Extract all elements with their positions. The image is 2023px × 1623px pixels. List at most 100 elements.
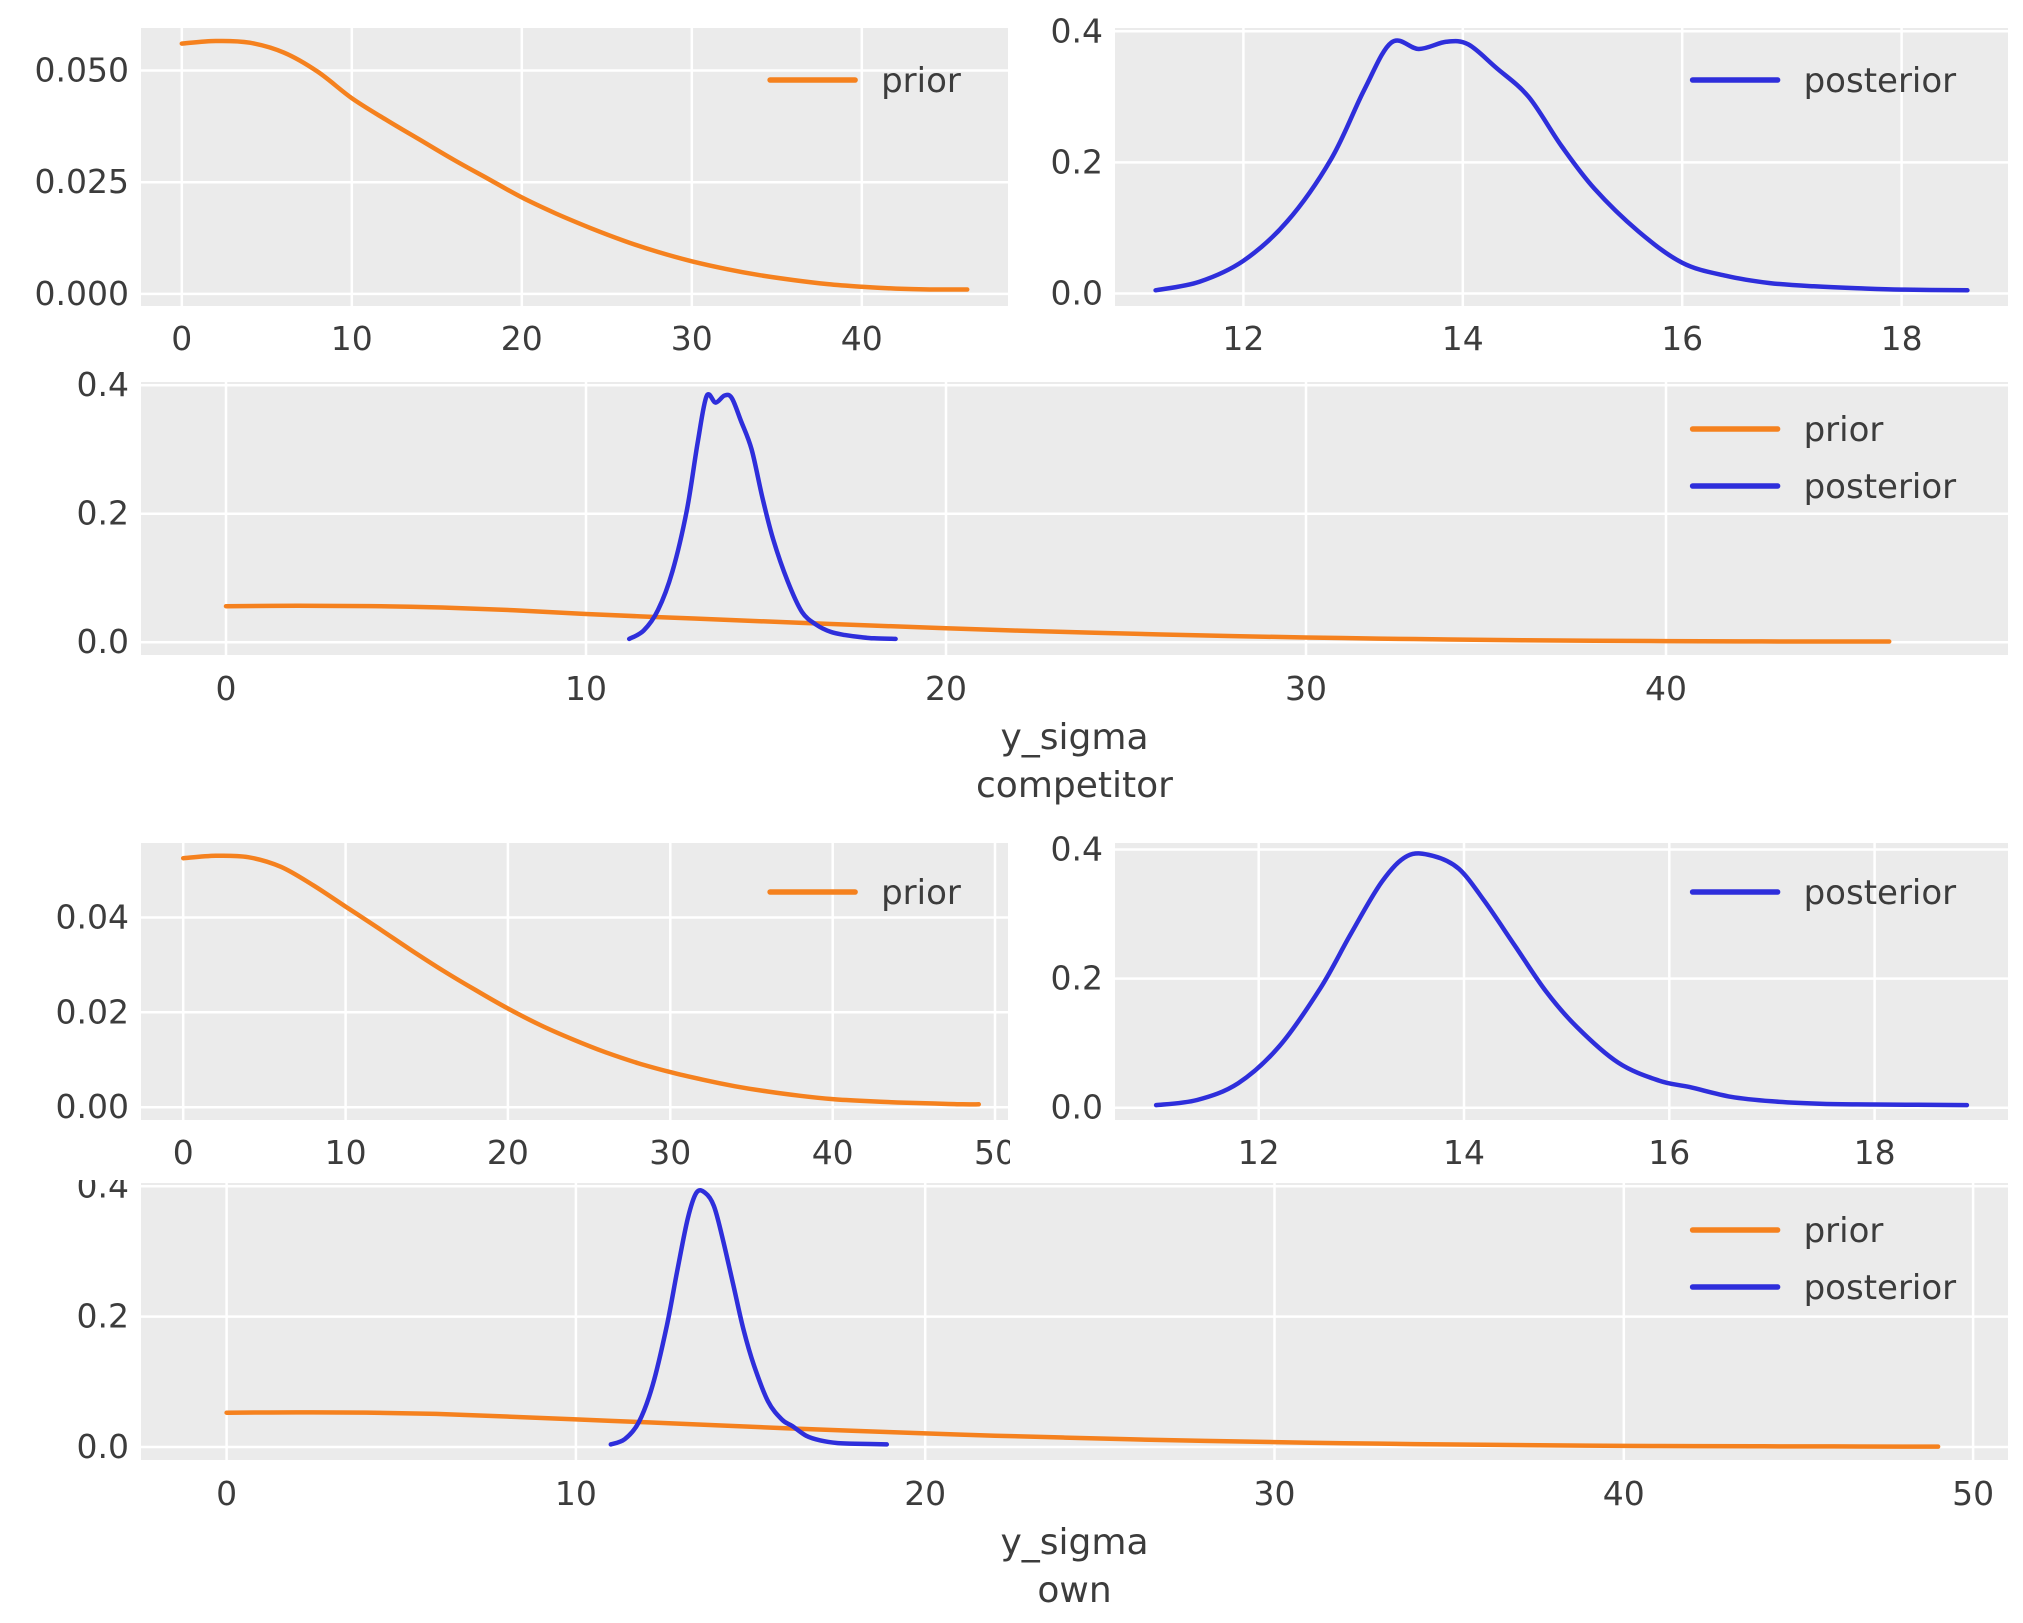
own-prior-svg: 0 10 20 30 40 50 0.00 0.02 0.04 prior (56, 843, 1010, 1173)
legend: prior posterior (1689, 1211, 1957, 1308)
x-tick-label: 14 (1443, 1133, 1485, 1172)
competitor-xaxis-label: y_sigma competitor (141, 714, 2008, 810)
x-tick-label: 10 (555, 1474, 597, 1513)
competitor-joint-chart: 0 10 20 30 40 0.0 0.2 0.4 prior posterior (0, 360, 2023, 810)
x-tick-label: 40 (1645, 669, 1687, 708)
competitor-joint-svg: 0 10 20 30 40 0.0 0.2 0.4 prior posterior (77, 365, 2008, 708)
panel-background (141, 382, 2008, 655)
legend: posterior (1689, 873, 1957, 913)
x-tick-label: 10 (325, 1133, 367, 1172)
x-tick-label: 50 (974, 1133, 1010, 1172)
y-tick-label: 0.4 (77, 1180, 129, 1205)
xaxis-label-line-1: y_sigma (1000, 1522, 1149, 1563)
legend-label-prior: prior (881, 873, 961, 913)
legend-label-posterior: posterior (1804, 467, 1957, 507)
density-curve-posterior (1153, 38, 1970, 293)
legend: prior (767, 873, 961, 913)
gridlines (141, 843, 1008, 1120)
tick-labels: 0 10 20 30 40 0.0 0.2 0.4 (77, 365, 1687, 708)
own-xaxis-label: y_sigma own (141, 1519, 2008, 1615)
y-tick-label: 0.4 (1051, 830, 1103, 869)
tick-labels: 0 10 20 30 40 50 0.0 0.2 0.4 (77, 1180, 1995, 1513)
legend-label-prior: prior (1804, 1211, 1884, 1251)
x-tick-label: 40 (1603, 1474, 1645, 1513)
gridlines (141, 28, 1008, 306)
x-tick-label: 0 (216, 1474, 237, 1513)
x-tick-label: 30 (649, 1133, 691, 1172)
x-tick-label: 30 (1254, 1474, 1296, 1513)
y-tick-label: 0.050 (35, 51, 129, 90)
x-tick-label: 30 (1285, 669, 1327, 708)
panel-background (141, 843, 1008, 1120)
tick-labels: 0 10 20 30 40 0.000 0.025 0.050 (35, 51, 883, 359)
y-tick-label: 0.02 (56, 992, 129, 1031)
density-curve-prior (180, 853, 982, 1107)
x-tick-label: 30 (671, 319, 713, 358)
competitor-prior-chart: 0 10 20 30 40 0.000 0.025 0.050 prior (0, 8, 1010, 360)
density-curve-posterior (1153, 851, 1970, 1108)
density-curve-posterior (608, 1188, 890, 1447)
tick-labels: 12 14 16 18 0.0 0.2 0.4 (1051, 830, 1896, 1173)
tick-labels: 12 14 16 18 0.0 0.2 0.4 (1051, 11, 1923, 358)
panel-background (141, 28, 1008, 306)
gridlines (1115, 28, 2008, 306)
xaxis-label-line-1: y_sigma (1000, 717, 1149, 758)
y-tick-label: 0.000 (35, 274, 129, 313)
x-tick-label: 0 (216, 669, 237, 708)
density-curve-posterior (626, 392, 898, 642)
y-tick-label: 0.2 (77, 494, 129, 533)
legend-label-prior: prior (881, 61, 961, 101)
x-tick-label: 10 (331, 319, 373, 358)
panel-background (141, 1183, 2008, 1460)
legend-label-posterior: posterior (1804, 873, 1957, 913)
x-tick-label: 16 (1648, 1133, 1690, 1172)
y-tick-label: 0.04 (56, 898, 129, 937)
gridlines (1115, 843, 2008, 1120)
y-tick-label: 0.4 (1051, 11, 1103, 50)
y-tick-label: 0.0 (77, 1427, 129, 1466)
xaxis-label-line-2: own (1037, 1570, 1112, 1611)
x-tick-label: 10 (565, 669, 607, 708)
x-tick-label: 20 (904, 1474, 946, 1513)
y-tick-label: 0.0 (1051, 274, 1103, 313)
x-tick-label: 16 (1661, 319, 1703, 358)
competitor-posterior-svg: 12 14 16 18 0.0 0.2 0.4 posterior (1051, 11, 2008, 358)
y-tick-label: 0.2 (1051, 142, 1103, 181)
x-tick-label: 12 (1222, 319, 1264, 358)
legend: posterior (1689, 61, 1957, 101)
legend-label-posterior: posterior (1804, 1268, 1957, 1308)
competitor-posterior-chart: 12 14 16 18 0.0 0.2 0.4 posterior (1010, 8, 2023, 360)
density-curve-prior (224, 1410, 1941, 1449)
competitor-prior-svg: 0 10 20 30 40 0.000 0.025 0.050 prior (35, 28, 1008, 359)
x-tick-label: 40 (841, 319, 883, 358)
legend: prior (767, 61, 961, 101)
x-tick-label: 14 (1442, 319, 1484, 358)
y-tick-label: 0.00 (56, 1087, 129, 1126)
own-posterior-svg: 12 14 16 18 0.0 0.2 0.4 posterior (1051, 830, 2008, 1173)
x-tick-label: 18 (1881, 319, 1923, 358)
x-tick-label: 50 (1952, 1474, 1994, 1513)
x-tick-label: 20 (925, 669, 967, 708)
x-tick-label: 18 (1854, 1133, 1896, 1172)
x-tick-label: 12 (1238, 1133, 1280, 1172)
x-tick-label: 20 (487, 1133, 529, 1172)
own-joint-chart: 0 10 20 30 40 50 0.0 0.2 0.4 prior posterior (0, 1180, 2023, 1623)
y-tick-label: 0.0 (1051, 1088, 1103, 1127)
density-curve-prior (179, 38, 970, 292)
own-joint-svg: 0 10 20 30 40 50 0.0 0.2 0.4 prior posterior (77, 1180, 2008, 1513)
x-tick-label: 20 (501, 319, 543, 358)
own-prior-chart: 0 10 20 30 40 50 0.00 0.02 0.04 prior (0, 812, 1010, 1180)
y-tick-label: 0.0 (77, 622, 129, 661)
y-tick-label: 0.2 (1051, 959, 1103, 998)
y-tick-label: 0.4 (77, 365, 129, 404)
legend-label-prior: prior (1804, 410, 1884, 450)
x-tick-label: 40 (812, 1133, 854, 1172)
legend-label-posterior: posterior (1804, 61, 1957, 101)
y-tick-label: 0.2 (77, 1297, 129, 1336)
panel-background (1115, 28, 2008, 306)
x-tick-label: 0 (173, 1133, 194, 1172)
xaxis-label-line-2: competitor (976, 765, 1173, 806)
tick-labels: 0 10 20 30 40 50 0.00 0.02 0.04 (56, 898, 1010, 1173)
gridlines (141, 1183, 2008, 1460)
